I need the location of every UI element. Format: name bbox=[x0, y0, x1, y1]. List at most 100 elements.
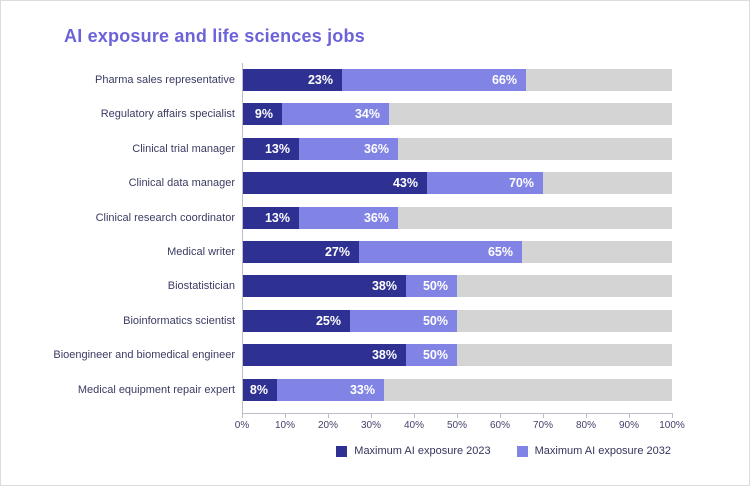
x-tick-label: 40% bbox=[403, 420, 424, 431]
bar-segment-2032-value: 70% bbox=[508, 176, 534, 191]
bar-segment-2032-value: 36% bbox=[363, 141, 389, 156]
bar-segment-2023-value: 9% bbox=[254, 107, 273, 122]
x-tick-mark bbox=[629, 413, 630, 418]
bar-segment-2023: 9% bbox=[243, 103, 282, 126]
bar-track: 13% 36% bbox=[243, 206, 672, 229]
chart-row: Medical equipment repair expert 8% 33% bbox=[1, 378, 749, 401]
chart-row: Regulatory affairs specialist 9% 34% bbox=[1, 103, 749, 126]
bar-segment-2023: 23% bbox=[243, 69, 342, 91]
x-tick-label: 10% bbox=[274, 420, 295, 431]
x-tick-label: 0% bbox=[234, 420, 250, 431]
x-tick-label: 60% bbox=[489, 420, 510, 431]
x-tick-label: 100% bbox=[659, 420, 685, 431]
bar-segment-2032-value: 50% bbox=[422, 348, 448, 363]
chart-row: Clinical research coordinator 13% 36% bbox=[1, 206, 749, 229]
bar-segment-2032: 36% bbox=[299, 137, 398, 160]
bar-segment-2023-value: 43% bbox=[392, 176, 418, 191]
x-tick-mark bbox=[457, 413, 458, 418]
chart-row: Bioinformatics scientist 25% 50% bbox=[1, 309, 749, 332]
x-tick-mark bbox=[242, 413, 243, 418]
bar-track: 8% 33% bbox=[243, 378, 672, 401]
x-tick-mark bbox=[672, 413, 673, 418]
x-tick-mark bbox=[328, 413, 329, 418]
row-label: Clinical research coordinator bbox=[95, 211, 235, 224]
bar-segment-2023-value: 27% bbox=[324, 245, 350, 259]
bar-segment-2032: 50% bbox=[350, 309, 457, 332]
x-tick-mark bbox=[285, 413, 286, 418]
bar-segment-2023-value: 23% bbox=[307, 73, 333, 87]
chart-row: Clinical data manager 43% 70% bbox=[1, 172, 749, 195]
row-label: Bioinformatics scientist bbox=[123, 314, 235, 327]
bar-segment-2032-value: 34% bbox=[354, 107, 380, 122]
bar-track: 38% 50% bbox=[243, 344, 672, 367]
row-label: Biostatistician bbox=[167, 280, 235, 293]
bar-segment-2023-value: 25% bbox=[315, 313, 341, 328]
legend-label-2023: Maximum AI exposure 2023 bbox=[354, 445, 491, 457]
x-tick-label: 70% bbox=[532, 420, 553, 431]
bar-track: 38% 50% bbox=[243, 275, 672, 298]
bar-segment-2023: 13% bbox=[243, 137, 299, 160]
x-tick-label: 80% bbox=[575, 420, 596, 431]
legend-swatch-2032 bbox=[516, 445, 528, 457]
y-axis-line bbox=[242, 63, 243, 414]
bar-track: 27% 65% bbox=[243, 241, 672, 263]
x-tick-label: 20% bbox=[317, 420, 338, 431]
chart-row: Bioengineer and biomedical engineer 38% 50… bbox=[1, 344, 749, 367]
bar-segment-2032: 33% bbox=[277, 378, 384, 401]
bar-segment-2032-value: 65% bbox=[487, 245, 513, 259]
bar-segment-2032: 65% bbox=[359, 241, 522, 263]
bar-track: 13% 36% bbox=[243, 137, 672, 160]
bar-segment-2023-value: 8% bbox=[249, 382, 268, 397]
bar-track: 43% 70% bbox=[243, 172, 672, 195]
bar-segment-2023-value: 38% bbox=[371, 348, 397, 363]
bar-segment-2023-value: 13% bbox=[264, 210, 290, 225]
bar-segment-2023: 27% bbox=[243, 241, 359, 263]
chart-title: AI exposure and life sciences jobs bbox=[64, 26, 365, 46]
row-label: Clinical trial manager bbox=[132, 142, 235, 155]
x-tick-mark bbox=[586, 413, 587, 418]
bar-segment-2023: 13% bbox=[243, 206, 299, 229]
x-tick-mark bbox=[414, 413, 415, 418]
row-label: Clinical data manager bbox=[128, 177, 235, 190]
row-label: Medical equipment repair expert bbox=[77, 383, 235, 396]
bar-segment-2032: 36% bbox=[299, 206, 398, 229]
x-tick-mark bbox=[500, 413, 501, 418]
bar-segment-2032-value: 36% bbox=[363, 210, 389, 225]
x-tick-mark bbox=[543, 413, 544, 418]
bar-segment-2023: 38% bbox=[243, 275, 406, 298]
chart-row: Biostatistician 38% 50% bbox=[1, 275, 749, 298]
bar-segment-2023: 43% bbox=[243, 172, 427, 195]
row-label: Bioengineer and biomedical engineer bbox=[53, 349, 235, 362]
legend-item-2032: Maximum AI exposure 2032 bbox=[516, 445, 671, 457]
x-tick-label: 90% bbox=[618, 420, 639, 431]
bar-segment-2023: 8% bbox=[243, 378, 277, 401]
bar-segment-2032-value: 50% bbox=[422, 313, 448, 328]
chart-row: Medical writer 27% 65% bbox=[1, 241, 749, 263]
bar-segment-2032: 50% bbox=[406, 275, 457, 298]
x-tick-mark bbox=[371, 413, 372, 418]
bar-segment-2023-value: 38% bbox=[371, 279, 397, 294]
x-tick-label: 30% bbox=[360, 420, 381, 431]
bar-track: 9% 34% bbox=[243, 103, 672, 126]
bar-segment-2032-value: 50% bbox=[422, 279, 448, 294]
legend-swatch-2023 bbox=[336, 445, 348, 457]
bar-track: 25% 50% bbox=[243, 309, 672, 332]
legend: Maximum AI exposure 2023 Maximum AI expo… bbox=[336, 445, 671, 457]
bar-segment-2023: 25% bbox=[243, 309, 350, 332]
chart-row: Pharma sales representative 23% 66% bbox=[1, 69, 749, 91]
bar-segment-2032-value: 33% bbox=[349, 382, 375, 397]
row-label: Regulatory affairs specialist bbox=[100, 108, 235, 121]
bar-segment-2023-value: 13% bbox=[264, 141, 290, 156]
bar-segment-2023: 38% bbox=[243, 344, 406, 367]
bar-segment-2032: 70% bbox=[427, 172, 543, 195]
bar-segment-2032: 34% bbox=[282, 103, 389, 126]
row-label: Pharma sales representative bbox=[94, 74, 235, 86]
bar-segment-2032: 66% bbox=[342, 69, 526, 91]
chart-row: Clinical trial manager 13% 36% bbox=[1, 137, 749, 160]
x-tick-label: 50% bbox=[446, 420, 467, 431]
row-label: Medical writer bbox=[167, 246, 235, 258]
bar-segment-2032: 50% bbox=[406, 344, 457, 367]
legend-item-2023: Maximum AI exposure 2023 bbox=[336, 445, 491, 457]
